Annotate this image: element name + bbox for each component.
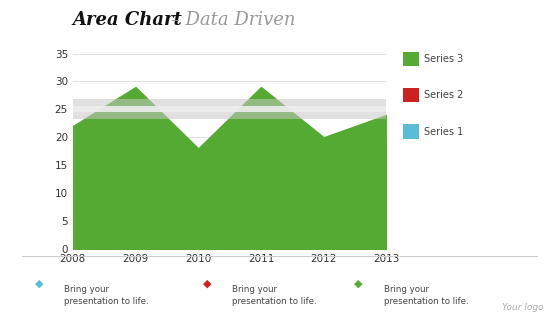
Text: Bring your
presentation to life.: Bring your presentation to life. xyxy=(64,285,149,306)
Text: ◆: ◆ xyxy=(203,278,212,289)
Text: Series 3: Series 3 xyxy=(424,54,464,64)
Text: Bring your
presentation to life.: Bring your presentation to life. xyxy=(384,285,468,306)
Text: ◆: ◆ xyxy=(354,278,363,289)
Text: – Data Driven: – Data Driven xyxy=(165,11,296,29)
Text: Bring your
presentation to life.: Bring your presentation to life. xyxy=(232,285,317,306)
Bar xyxy=(73,99,386,119)
Text: Series 2: Series 2 xyxy=(424,90,464,100)
Text: Area Chart: Area Chart xyxy=(73,11,183,29)
Text: ◆: ◆ xyxy=(35,278,44,289)
Text: Your logo: Your logo xyxy=(502,303,543,312)
Text: Series 1: Series 1 xyxy=(424,127,464,137)
Bar xyxy=(73,106,386,112)
